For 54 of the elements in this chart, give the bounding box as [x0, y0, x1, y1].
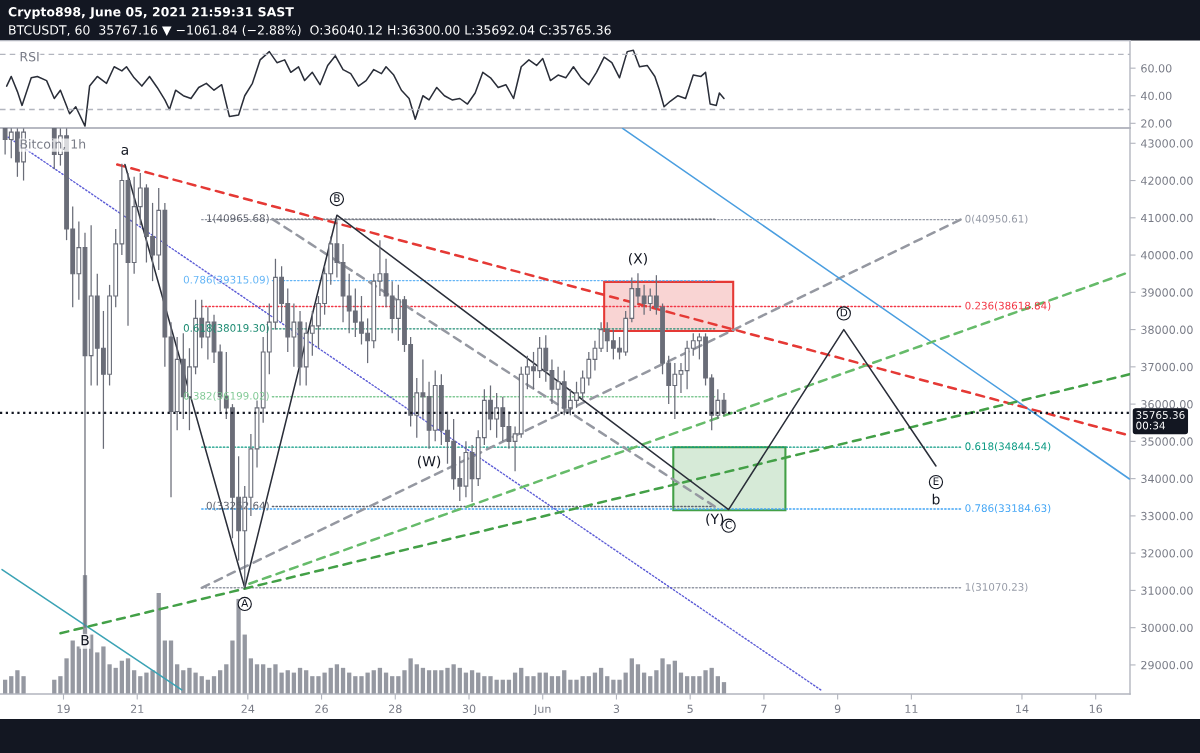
y-tick-label: 40000.00 [1140, 251, 1193, 260]
x-tick-label: 7 [761, 704, 767, 713]
annotation: (Y) [706, 513, 724, 526]
x-tick-label: 3 [613, 704, 620, 714]
x-tick-label: Jun [533, 704, 551, 716]
y-tick-label: 40.00 [1140, 91, 1172, 101]
y-tick-label: 60.00 [1141, 64, 1172, 73]
x-tick-label: 9 [834, 704, 841, 714]
x-tick-label: 5 [687, 704, 693, 714]
chart-title: Crypto898, June 05, 2021 21:59:31 SAST [8, 7, 294, 20]
series-label: 0.786(39315.09) [183, 275, 269, 285]
series-label: 1(31070.23) [965, 582, 1028, 592]
y-tick-label: 39000.00 [1141, 288, 1193, 297]
x-tick-label: 16 [1089, 704, 1103, 714]
series-label: 1(40965.68) [207, 214, 269, 224]
annotation: a [121, 146, 128, 155]
y-tick-label: 31000.00 [1141, 586, 1193, 595]
y-tick-label: 41000.00 [1140, 213, 1193, 223]
y-tick-label: 35000.00 [1141, 437, 1193, 446]
x-tick-label: 24 [241, 704, 255, 713]
x-tick-label: 11 [905, 704, 918, 713]
annotation: E [933, 477, 939, 485]
annotation: B [81, 635, 89, 646]
series-label: 0.786(33184.63) [965, 504, 1051, 514]
chart-subtitle: BTCUSDT, 60 35767.16 ▼ −1061.84 (−2.88%) O:36040.12 H:36300.00 L:35692.04 C:35765.36 [9, 24, 611, 37]
series-label: 0.618(34844.54) [965, 442, 1051, 452]
annotation: (X) [628, 252, 647, 266]
y-tick-label: 37000.00 [1141, 362, 1193, 372]
y-tick-label: 36000.00 [1141, 400, 1193, 409]
y-tick-label: 38000.00 [1141, 325, 1193, 334]
annotation: B [334, 194, 340, 202]
annotation: D [840, 308, 848, 317]
y-tick-label: 43000.00 [1140, 139, 1193, 148]
x-tick-label: 19 [57, 704, 70, 714]
series-label: 0(40950.61) [965, 214, 1028, 224]
annotation: b [932, 493, 940, 505]
annotation: A [241, 599, 249, 607]
y-tick-label: 29000.00 [1141, 660, 1193, 670]
ref-line-label: 35765.36 00:34 [1136, 411, 1185, 430]
annotation: Bitcoin, 1h [20, 139, 86, 151]
x-tick-label: 28 [389, 704, 402, 714]
y-tick-label: 30000.00 [1141, 623, 1193, 633]
annotation: C [725, 520, 732, 529]
y-tick-label: 20.00 [1141, 119, 1172, 128]
annotation: RSI [20, 51, 39, 62]
y-tick-label: 32000.00 [1141, 549, 1193, 558]
annotation: (W) [417, 455, 441, 469]
x-tick-label: 30 [462, 704, 476, 714]
x-tick-label: 14 [1016, 704, 1029, 713]
y-tick-label: 34000.00 [1141, 474, 1193, 484]
y-tick-label: 42000.00 [1140, 176, 1193, 185]
x-tick-label: 26 [315, 704, 328, 714]
x-tick-label: 21 [130, 704, 144, 713]
y-tick-label: 33000.00 [1141, 511, 1193, 521]
